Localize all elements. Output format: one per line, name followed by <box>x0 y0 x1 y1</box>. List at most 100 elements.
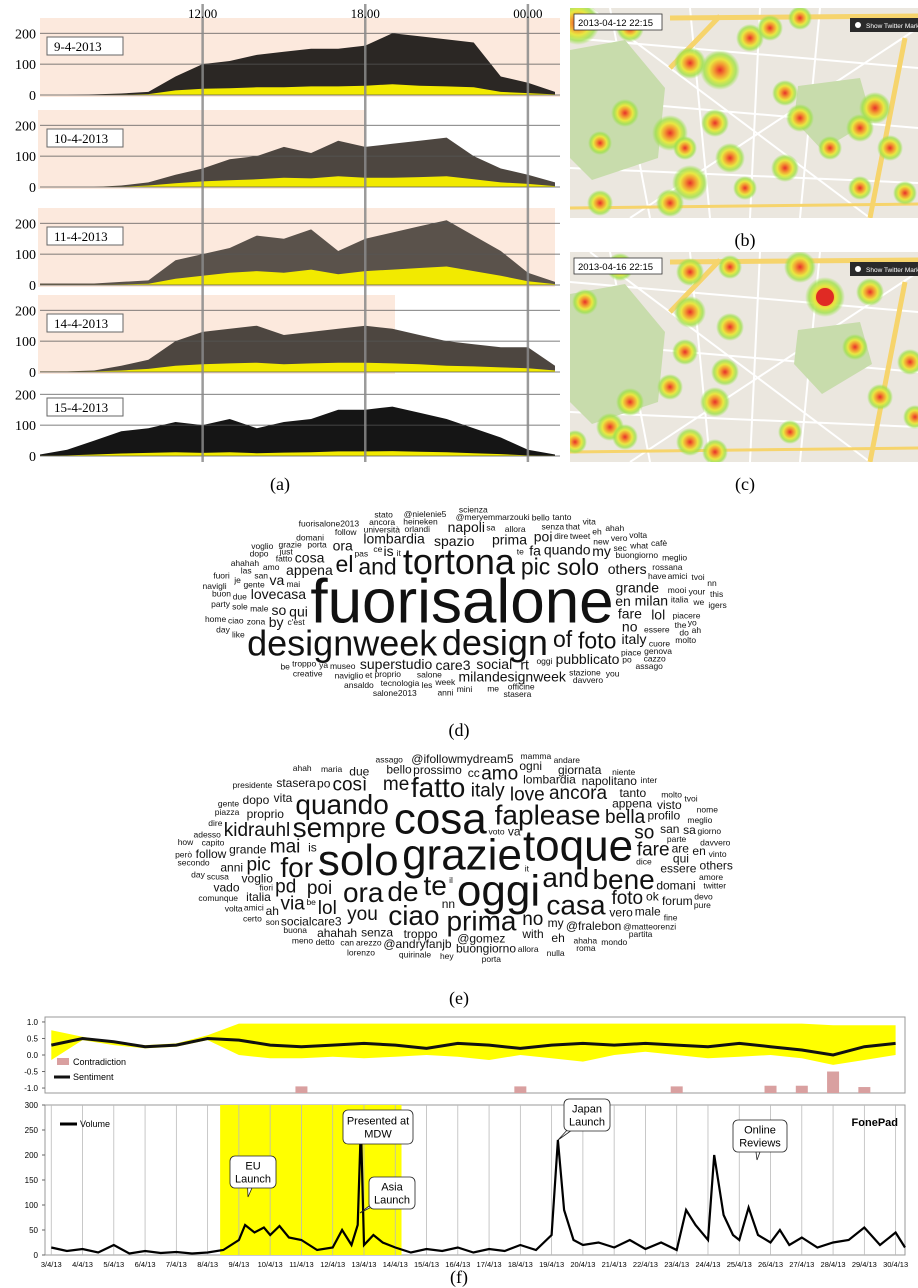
y-tick-label: 0 <box>29 450 36 465</box>
cloud-word: we <box>692 597 704 607</box>
cloud-word: maria <box>321 764 343 774</box>
x-tick-label: 21/4/13 <box>602 1260 627 1269</box>
cloud-word: spazio <box>434 533 475 549</box>
sentiment-chart: ContradictionSentiment1.00.50.0-0.5-1.0 <box>24 1017 905 1093</box>
cloud-word: ora <box>333 538 353 554</box>
cloud-word: visto <box>657 798 682 812</box>
legend-label: Volume <box>80 1119 110 1129</box>
cloud-word: tvoi <box>684 794 697 804</box>
x-tick-label: 5/4/13 <box>103 1260 124 1269</box>
cloud-word: ce <box>373 544 382 554</box>
cloud-word: hey <box>440 951 454 961</box>
cloud-word: fa <box>529 542 541 558</box>
cloud-word: kidrauhl <box>224 820 291 841</box>
cloud-word: c'est <box>287 617 305 627</box>
caption: (c) <box>735 474 755 495</box>
map: 2013-04-12 22:15Show Twitter Markers <box>556 1 918 218</box>
annotation-text: MDW <box>364 1129 392 1141</box>
cloud-word: dice <box>636 857 652 867</box>
heat-spot <box>856 278 884 306</box>
cloud-word: igers <box>708 600 726 610</box>
caption: (d) <box>449 720 470 741</box>
x-tick-label: 11/4/13 <box>289 1260 313 1269</box>
heat-spot <box>700 387 730 417</box>
map-canvas <box>556 1 918 218</box>
cloud-word: can <box>340 938 354 948</box>
cloud-word: eh <box>551 931 564 945</box>
cloud-word: adesso <box>193 830 221 840</box>
cloud-word: pure <box>694 900 711 910</box>
cloud-word: lol <box>651 607 665 623</box>
cloud-word: dire <box>208 818 222 828</box>
heat-spot <box>676 428 704 456</box>
twitter-icon <box>855 22 861 28</box>
button-label: Show Twitter Markers <box>866 23 918 30</box>
cloud-word: due <box>349 764 369 778</box>
annotation-text: Japan <box>572 1104 602 1116</box>
cloud-word: fine <box>664 912 678 922</box>
heat-spot <box>771 154 799 182</box>
heat-spot <box>700 50 740 90</box>
x-tick-label: 24/4/13 <box>695 1260 720 1269</box>
cloud-word: amici <box>244 903 264 913</box>
y-tick-label: 0 <box>29 181 36 196</box>
cloud-word: gente <box>218 799 240 809</box>
chart-title: 15-4-2013 <box>54 400 108 415</box>
heat-spot <box>848 176 872 200</box>
cloud-word: fuorisalone2013 <box>299 519 360 529</box>
y-tick-label: 0 <box>29 279 36 294</box>
cloud-word: roma <box>576 943 596 953</box>
cloud-word: cafè <box>651 538 667 548</box>
cloud-word: san <box>254 570 268 580</box>
cloud-word: stasera <box>276 776 316 790</box>
heat-spot <box>702 439 728 465</box>
x-tick-label: 10/4/13 <box>258 1260 283 1269</box>
cloud-word: scienza <box>459 505 488 515</box>
heat-spot <box>711 358 739 386</box>
heat-spot <box>718 255 742 279</box>
cloud-word: and <box>542 862 589 893</box>
cloud-word: day <box>191 870 205 880</box>
figure: (a) (b) (c) (d) (e) (f) 01002009-4-20130… <box>0 0 918 1288</box>
cloud-word: others <box>700 859 733 873</box>
annotation-text: Launch <box>235 1174 271 1186</box>
cloud-word: qui <box>673 852 689 866</box>
cloud-word: that <box>566 521 581 531</box>
cloud-word: @ifollowmydream5 <box>411 752 514 766</box>
cloud-word: va <box>270 572 285 588</box>
cloud-word: domani <box>296 532 324 542</box>
annotation-text: EU <box>245 1161 260 1173</box>
y-tick-label: 200 <box>15 388 36 403</box>
cloud-word: navigli <box>203 581 227 591</box>
cloud-word: vero <box>609 906 633 920</box>
x-tick-label: 6/4/13 <box>135 1260 156 1269</box>
cloud-word: italy <box>622 631 647 647</box>
twitter-button[interactable]: Show Twitter Markers <box>850 262 918 276</box>
heat-spot <box>788 6 812 30</box>
cloud-word: creative <box>293 669 323 679</box>
x-tick-label: 20/4/13 <box>570 1260 595 1269</box>
heat-spot <box>716 313 744 341</box>
x-tick-label: 00.00 <box>513 6 542 21</box>
cloud-word: stasera <box>503 689 531 699</box>
cloud-word: molto <box>661 789 682 799</box>
y-tick-label: 0 <box>29 366 36 381</box>
cloud-word: andare <box>554 755 581 765</box>
cloud-word: ciao <box>228 615 244 625</box>
cloud-word: tecnologia <box>381 678 420 688</box>
cloud-word: vita <box>274 791 293 805</box>
cloud-word: essere <box>644 625 670 635</box>
cloud-word: have <box>648 571 667 581</box>
twitter-button[interactable]: Show Twitter Markers <box>850 18 918 32</box>
cloud-word: fiori <box>259 883 273 893</box>
cloud-word: stato <box>374 509 393 519</box>
cloud-word: tanto <box>619 786 646 800</box>
y-tick-label: 200 <box>25 1151 39 1160</box>
y-tick-label: 0.5 <box>27 1034 39 1043</box>
chart-label: FonePad <box>852 1117 898 1129</box>
heat-spot <box>816 288 834 306</box>
cloud-word: day <box>216 624 230 634</box>
cloud-word: it <box>525 863 530 873</box>
cloud-word: cosa <box>295 550 325 566</box>
